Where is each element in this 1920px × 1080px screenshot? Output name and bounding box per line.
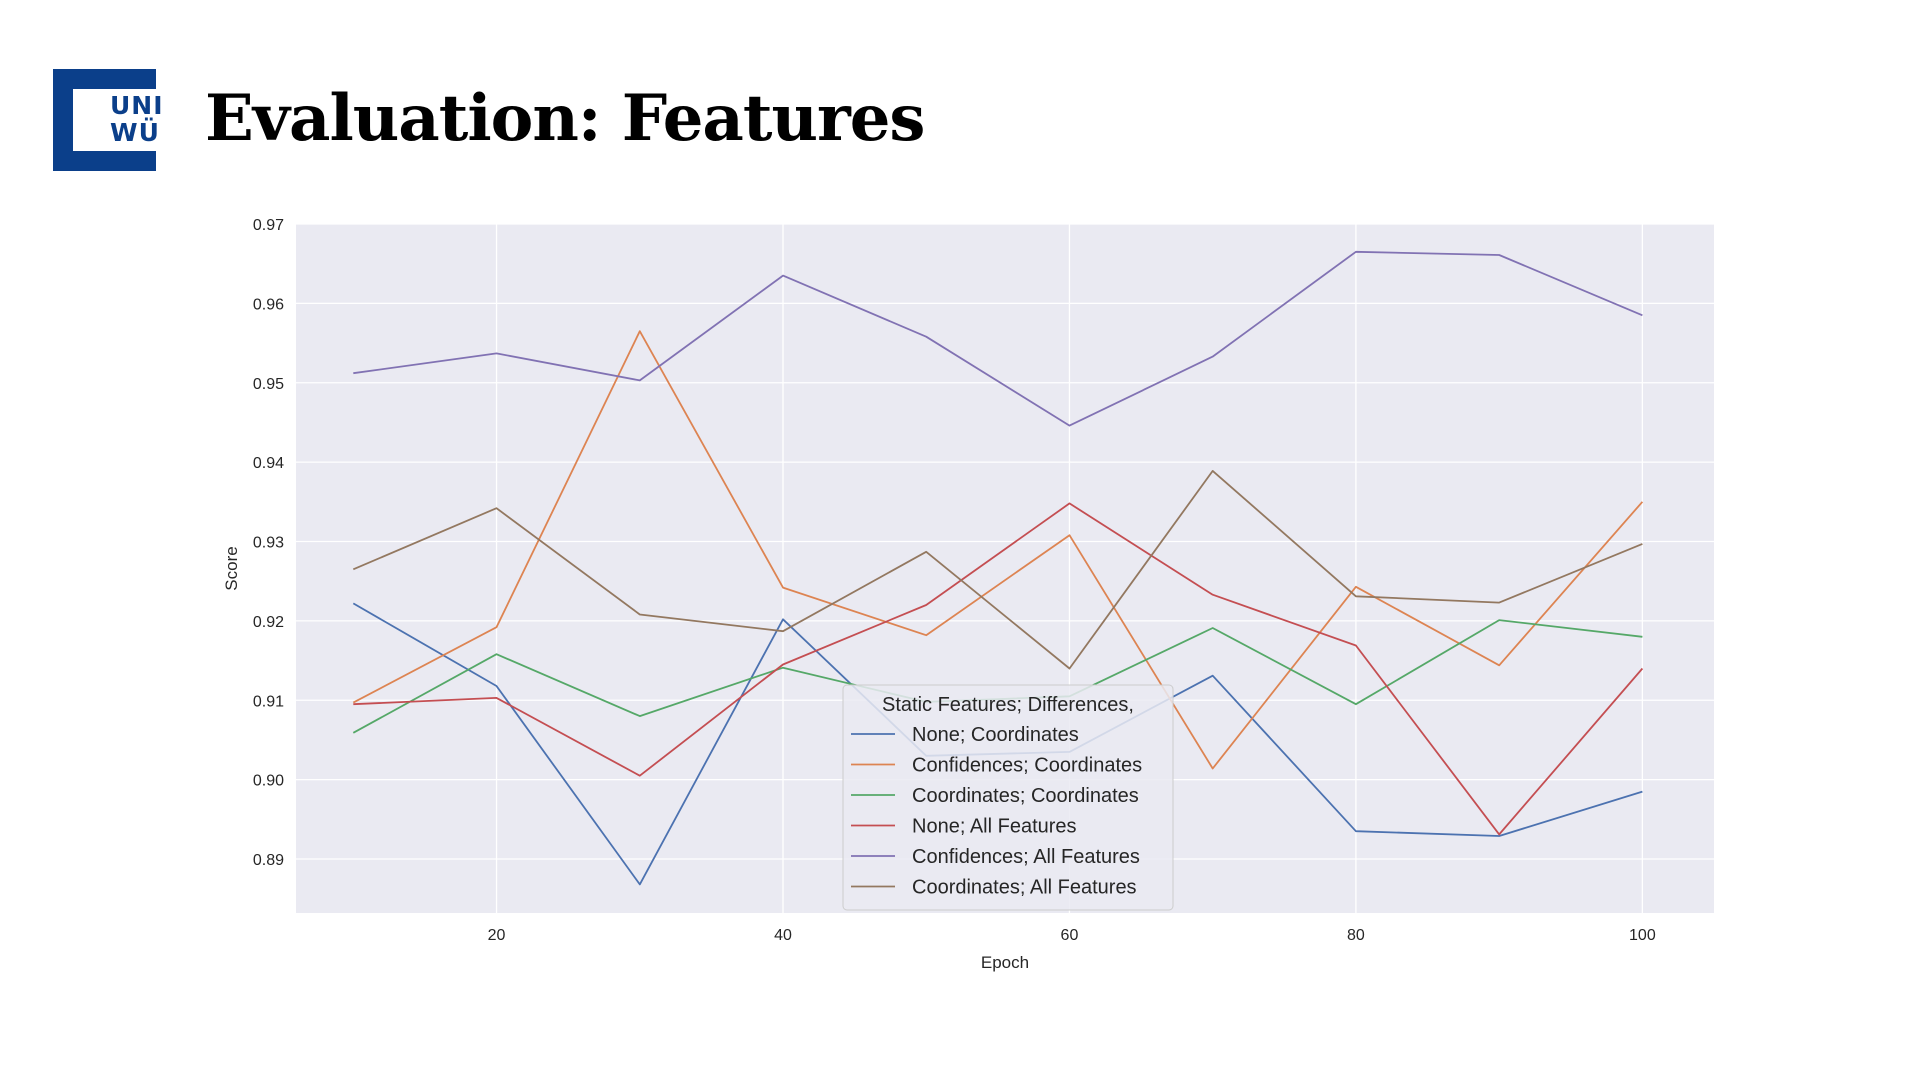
legend-entry-label: Confidences; Coordinates xyxy=(912,755,1142,777)
y-axis-label: Score xyxy=(222,546,241,590)
slide-title: Evaluation: Features xyxy=(205,81,925,156)
legend-entry-label: Coordinates; Coordinates xyxy=(912,785,1139,807)
y-tick-label: 0.91 xyxy=(253,693,284,710)
legend-entry-label: Confidences; All Features xyxy=(912,846,1140,868)
y-tick-label: 0.96 xyxy=(253,296,284,313)
x-tick-label: 40 xyxy=(774,927,792,944)
legend-title: Static Features; Differences, xyxy=(882,694,1134,716)
logo-inner-panel xyxy=(73,89,156,151)
legend-entry-label: Coordinates; All Features xyxy=(912,877,1137,899)
y-tick-label: 0.90 xyxy=(253,773,284,790)
y-tick-label: 0.93 xyxy=(253,535,284,552)
legend-box xyxy=(842,684,1174,911)
x-tick-label: 20 xyxy=(488,927,506,944)
series-line xyxy=(352,330,1644,770)
y-tick-label: 0.97 xyxy=(253,217,284,234)
y-tick-label: 0.89 xyxy=(253,852,284,869)
x-axis-label: Epoch xyxy=(981,953,1029,972)
x-tick-label: 80 xyxy=(1347,927,1365,944)
y-tick-label: 0.92 xyxy=(253,614,284,631)
series-line xyxy=(352,469,1643,670)
tick-labels: 20 40 60 80 100 0.89 0.90 0.91 0.92 0.93 0.94 0.95 0… xyxy=(253,217,1656,944)
series-line xyxy=(353,502,1644,836)
legend-entry-label: None; Coordinates xyxy=(912,724,1079,746)
x-tick-label: 60 xyxy=(1061,927,1079,944)
y-tick-label: 0.95 xyxy=(253,376,284,393)
series-lines xyxy=(352,250,1644,886)
y-tick-label: 0.94 xyxy=(253,455,284,472)
logo-text: UNI WÜ xyxy=(110,91,164,147)
university-logo: UNI WÜ xyxy=(53,69,164,171)
legend: Static Features; Differences, None; Coord… xyxy=(842,684,1174,911)
legend-entry-label: None; All Features xyxy=(912,816,1077,838)
x-tick-label: 100 xyxy=(1629,927,1656,944)
series-line xyxy=(353,250,1643,427)
